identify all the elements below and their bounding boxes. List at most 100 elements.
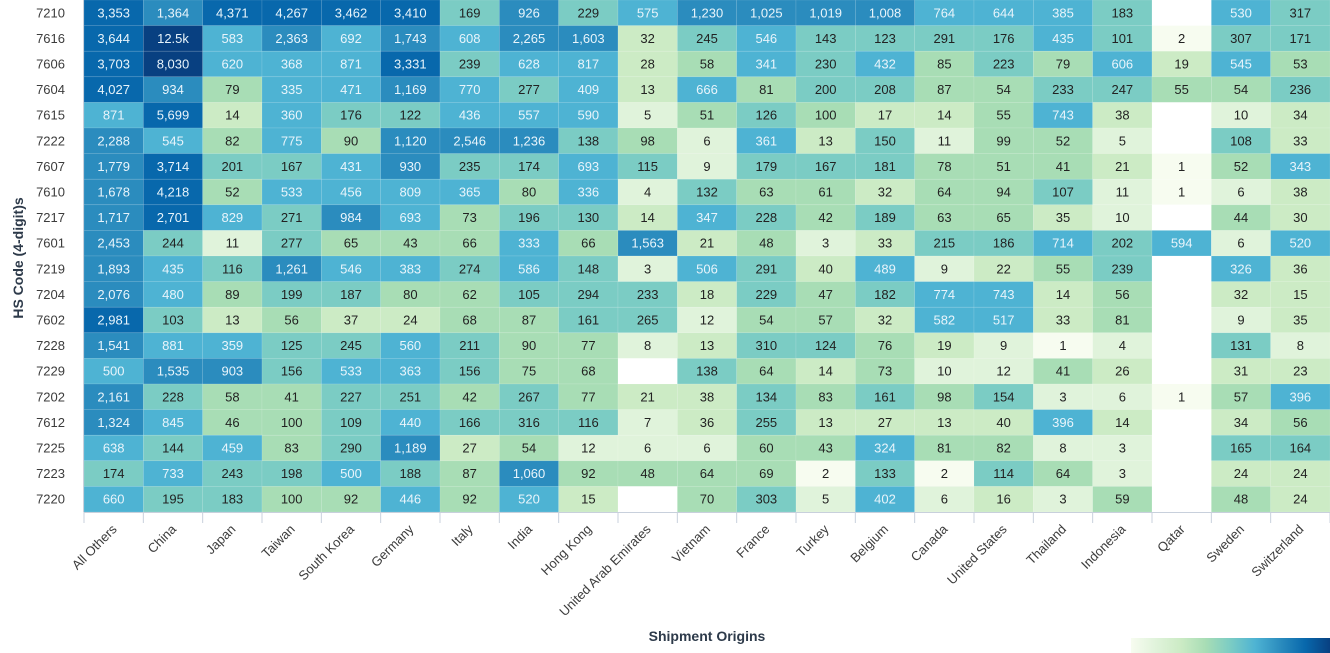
cell-value-label: 81 — [1115, 313, 1129, 328]
cell-value-label: 32 — [878, 313, 892, 328]
cell-value-label: 130 — [577, 210, 599, 225]
x-tick-label: Italy — [448, 521, 476, 549]
heatmap-cell — [1270, 178, 1330, 206]
heatmap-cell — [143, 409, 203, 436]
cell-value-label: 63 — [759, 185, 773, 200]
heatmap-cell — [914, 50, 975, 78]
heatmap-cell — [143, 281, 203, 308]
cell-value-label: 27 — [878, 415, 892, 430]
heatmap-cell — [1211, 0, 1271, 26]
y-tick-label: 7210 — [36, 5, 65, 20]
cell-value-label: 77 — [581, 389, 595, 404]
y-tick-label: 7601 — [36, 236, 65, 251]
cell-value-label: 228 — [755, 210, 777, 225]
cell-value-label: 15 — [1293, 287, 1307, 302]
cell-value-label: 228 — [162, 389, 184, 404]
cell-value-label: 236 — [1289, 82, 1311, 97]
heatmap-cell — [261, 434, 322, 462]
y-tick-label: 7615 — [36, 108, 65, 123]
heatmap-cell — [1270, 50, 1330, 78]
cell-value-label: 229 — [577, 5, 599, 20]
cell-value-label: 4,371 — [216, 5, 249, 20]
heatmap-cell — [736, 178, 797, 206]
cell-value-label: 8 — [1297, 338, 1304, 353]
cell-value-label: 13 — [225, 313, 239, 328]
cell-value-label: 21 — [640, 389, 654, 404]
heatmap-cell — [202, 460, 263, 487]
cell-value-label: 40 — [996, 415, 1010, 430]
cell-value-label: 32 — [640, 31, 654, 46]
heatmap-cell — [617, 460, 678, 487]
heatmap-cell — [261, 460, 322, 487]
heatmap-cell — [914, 25, 975, 52]
cell-value-label: 32 — [1234, 287, 1248, 302]
cell-value-label: 310 — [755, 338, 777, 353]
cell-value-label: 66 — [462, 236, 476, 251]
heatmap-cell — [1211, 460, 1271, 487]
heatmap-cell — [914, 486, 975, 513]
heatmap-cell — [1033, 127, 1093, 154]
cell-value-label: 138 — [696, 364, 718, 379]
heatmap-cell — [1151, 255, 1212, 282]
heatmap-cell — [1270, 434, 1330, 462]
heatmap-cell — [617, 0, 678, 26]
cell-value-label: 3 — [644, 261, 651, 276]
cell-value-label: 55 — [996, 108, 1010, 123]
heatmap-cell — [202, 486, 263, 513]
cell-value-label: 47 — [818, 287, 832, 302]
y-tick-label: 7612 — [36, 415, 65, 430]
cell-value-label: 1,743 — [394, 31, 427, 46]
cell-value-label: 291 — [933, 31, 955, 46]
cell-value-label: 244 — [162, 236, 184, 251]
heatmap-cell — [439, 383, 500, 410]
cell-value-label: 13 — [818, 133, 832, 148]
cell-value-label: 1,230 — [691, 5, 724, 20]
heatmap-cell — [855, 204, 915, 231]
cell-value-label: 431 — [340, 159, 362, 174]
cell-value-label: 692 — [340, 31, 362, 46]
cell-value-label: 90 — [522, 338, 536, 353]
heatmap-cell — [380, 178, 441, 206]
heatmap-cell — [1211, 25, 1271, 52]
heatmap-cell — [202, 306, 263, 334]
cell-value-label: 638 — [103, 441, 125, 456]
cell-value-label: 3 — [822, 236, 829, 251]
cell-value-label: 66 — [581, 236, 595, 251]
cell-value-label: 10 — [1234, 108, 1248, 123]
cell-value-label: 58 — [700, 57, 714, 72]
heatmap-cell — [321, 255, 381, 282]
cell-value-label: 211 — [459, 338, 480, 353]
heatmap-cell — [973, 434, 1034, 462]
heatmap-cell — [795, 281, 856, 308]
cell-value-label: 122 — [399, 108, 421, 123]
heatmap-cell — [439, 332, 500, 359]
heatmap-cell — [617, 332, 678, 359]
cell-value-label: 317 — [1289, 5, 1311, 20]
heatmap-cell — [143, 486, 203, 513]
cell-value-label: 215 — [933, 236, 955, 251]
heatmap-cell — [499, 434, 559, 462]
heatmap-cell — [439, 434, 500, 462]
cell-value-label: 255 — [755, 415, 777, 430]
cell-value-label: 903 — [221, 364, 243, 379]
heatmap-cell — [1270, 460, 1330, 487]
heatmap-cell — [202, 50, 263, 78]
cell-value-label: 500 — [103, 364, 125, 379]
cell-value-label: 435 — [1052, 31, 1074, 46]
heatmap-cell — [914, 153, 975, 180]
cell-value-label: 533 — [281, 185, 303, 200]
cell-value-label: 105 — [518, 287, 540, 302]
y-tick-label: 7204 — [36, 287, 65, 302]
cell-value-label: 62 — [462, 287, 476, 302]
heatmap-cell — [83, 383, 144, 410]
cell-value-label: 33 — [878, 236, 892, 251]
cell-value-label: 183 — [1111, 5, 1133, 20]
cell-value-label: 517 — [993, 313, 1015, 328]
cell-value-label: 402 — [874, 492, 896, 507]
heatmap-cell — [855, 50, 915, 78]
heatmap-cell — [261, 153, 322, 180]
cell-value-label: 2,265 — [513, 31, 546, 46]
heatmap-cell — [202, 153, 263, 180]
y-tick-label: 7616 — [36, 31, 65, 46]
heatmap-cell — [83, 255, 144, 282]
